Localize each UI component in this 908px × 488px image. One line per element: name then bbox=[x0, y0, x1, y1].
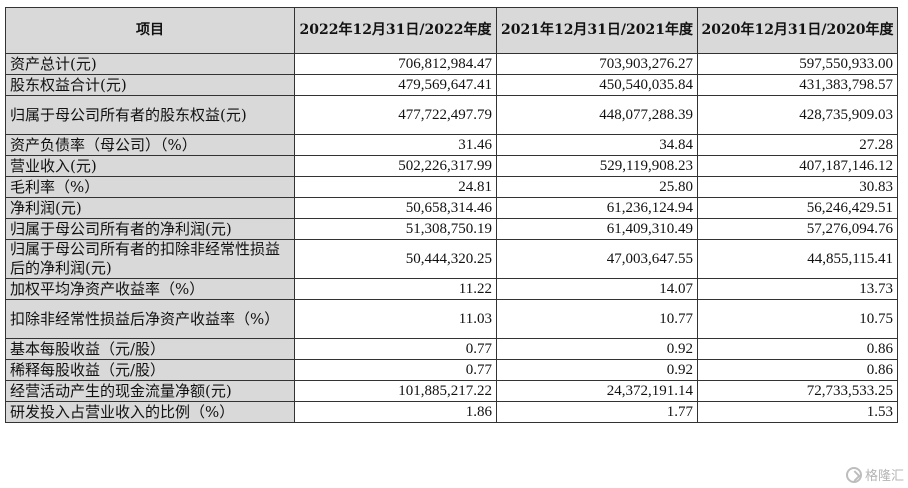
cell-2020: 30.83 bbox=[697, 176, 898, 198]
row-label: 稀释每股收益（元/股） bbox=[5, 359, 295, 381]
cell-2022: 706,812,984.47 bbox=[294, 53, 497, 75]
row-label: 资产负债率（母公司）（%） bbox=[5, 134, 295, 156]
cell-2022: 51,308,750.19 bbox=[294, 218, 497, 240]
cell-2021: 703,903,276.27 bbox=[496, 53, 698, 75]
cell-2021: 25.80 bbox=[496, 176, 698, 198]
financial-summary-table: 项目 2022年12月31日/2022年度 2021年12月31日/2021年度… bbox=[5, 7, 898, 423]
cell-2021: 61,236,124.94 bbox=[496, 197, 698, 219]
cell-2020: 431,383,798.57 bbox=[697, 74, 898, 96]
cell-2022: 50,658,314.46 bbox=[294, 197, 497, 219]
cell-2022: 0.77 bbox=[294, 359, 497, 381]
cell-2020: 10.75 bbox=[697, 299, 898, 339]
cell-2022: 1.86 bbox=[294, 401, 497, 423]
row-label: 资产总计(元) bbox=[5, 53, 295, 75]
cell-2021: 34.84 bbox=[496, 134, 698, 156]
watermark-text: 格隆汇 bbox=[864, 469, 904, 484]
cell-2021: 450,540,035.84 bbox=[496, 74, 698, 96]
cell-2020: 57,276,094.76 bbox=[697, 218, 898, 240]
cell-2020: 407,187,146.12 bbox=[697, 155, 898, 177]
cell-2020: 56,246,429.51 bbox=[697, 197, 898, 219]
cell-2021: 1.77 bbox=[496, 401, 698, 423]
cell-2022: 479,569,647.41 bbox=[294, 74, 497, 96]
cell-2021: 0.92 bbox=[496, 359, 698, 381]
column-header-2022: 2022年12月31日/2022年度 bbox=[294, 7, 497, 54]
cell-2022: 31.46 bbox=[294, 134, 497, 156]
row-label: 经营活动产生的现金流量净额(元) bbox=[5, 380, 295, 402]
cell-2021: 529,119,908.23 bbox=[496, 155, 698, 177]
watermark: 格隆汇 bbox=[845, 465, 904, 484]
table-row: 净利润(元) 50,658,314.46 61,236,124.94 56,24… bbox=[5, 197, 898, 219]
table-row: 加权平均净资产收益率（%） 11.22 14.07 13.73 bbox=[5, 278, 898, 300]
cell-2022: 11.03 bbox=[294, 299, 497, 339]
cell-2021: 448,077,288.39 bbox=[496, 95, 698, 135]
column-header-2020: 2020年12月31日/2020年度 bbox=[697, 7, 898, 54]
cell-2021: 24,372,191.14 bbox=[496, 380, 698, 402]
table-header-row: 项目 2022年12月31日/2022年度 2021年12月31日/2021年度… bbox=[5, 7, 898, 54]
table-row: 经营活动产生的现金流量净额(元) 101,885,217.22 24,372,1… bbox=[5, 380, 898, 402]
cell-2020: 72,733,533.25 bbox=[697, 380, 898, 402]
row-label: 扣除非经常性损益后净资产收益率（%） bbox=[5, 299, 295, 339]
cell-2022: 502,226,317.99 bbox=[294, 155, 497, 177]
cell-2022: 11.22 bbox=[294, 278, 497, 300]
column-header-2021: 2021年12月31日/2021年度 bbox=[496, 7, 698, 54]
cell-2022: 50,444,320.25 bbox=[294, 239, 497, 279]
table-row: 归属于母公司所有者的净利润(元) 51,308,750.19 61,409,31… bbox=[5, 218, 898, 240]
table-row: 稀释每股收益（元/股） 0.77 0.92 0.86 bbox=[5, 359, 898, 381]
row-label: 营业收入(元) bbox=[5, 155, 295, 177]
cell-2022: 24.81 bbox=[294, 176, 497, 198]
row-label: 归属于母公司所有者的净利润(元) bbox=[5, 218, 295, 240]
financial-table-container: 项目 2022年12月31日/2022年度 2021年12月31日/2021年度… bbox=[5, 7, 898, 423]
table-row: 资产负债率（母公司）（%） 31.46 34.84 27.28 bbox=[5, 134, 898, 156]
table-row: 归属于母公司所有者的扣除非经常性损益后的净利润(元) 50,444,320.25… bbox=[5, 239, 898, 279]
table-row: 资产总计(元) 706,812,984.47 703,903,276.27 59… bbox=[5, 53, 898, 75]
column-header-item: 项目 bbox=[5, 7, 295, 54]
cell-2020: 1.53 bbox=[697, 401, 898, 423]
cell-2020: 27.28 bbox=[697, 134, 898, 156]
cell-2022: 101,885,217.22 bbox=[294, 380, 497, 402]
row-label: 净利润(元) bbox=[5, 197, 295, 219]
cell-2022: 0.77 bbox=[294, 338, 497, 360]
cell-2021: 0.92 bbox=[496, 338, 698, 360]
cell-2022: 477,722,497.79 bbox=[294, 95, 497, 135]
cell-2020: 44,855,115.41 bbox=[697, 239, 898, 279]
row-label: 研发投入占营业收入的比例（%） bbox=[5, 401, 295, 423]
cell-2021: 61,409,310.49 bbox=[496, 218, 698, 240]
table-row: 基本每股收益（元/股） 0.77 0.92 0.86 bbox=[5, 338, 898, 360]
cell-2020: 13.73 bbox=[697, 278, 898, 300]
cell-2020: 597,550,933.00 bbox=[697, 53, 898, 75]
row-label: 毛利率（%） bbox=[5, 176, 295, 198]
table-row: 归属于母公司所有者的股东权益(元) 477,722,497.79 448,077… bbox=[5, 95, 898, 135]
table-row: 毛利率（%） 24.81 25.80 30.83 bbox=[5, 176, 898, 198]
table-row: 扣除非经常性损益后净资产收益率（%） 11.03 10.77 10.75 bbox=[5, 299, 898, 339]
row-label: 归属于母公司所有者的扣除非经常性损益后的净利润(元) bbox=[5, 239, 295, 279]
cell-2020: 0.86 bbox=[697, 359, 898, 381]
row-label: 加权平均净资产收益率（%） bbox=[5, 278, 295, 300]
row-label: 基本每股收益（元/股） bbox=[5, 338, 295, 360]
cell-2021: 10.77 bbox=[496, 299, 698, 339]
table-row: 营业收入(元) 502,226,317.99 529,119,908.23 40… bbox=[5, 155, 898, 177]
table-row: 研发投入占营业收入的比例（%） 1.86 1.77 1.53 bbox=[5, 401, 898, 423]
row-label: 股东权益合计(元) bbox=[5, 74, 295, 96]
cell-2021: 14.07 bbox=[496, 278, 698, 300]
cell-2021: 47,003,647.55 bbox=[496, 239, 698, 279]
table-row: 股东权益合计(元) 479,569,647.41 450,540,035.84 … bbox=[5, 74, 898, 96]
cell-2020: 428,735,909.03 bbox=[697, 95, 898, 135]
cell-2020: 0.86 bbox=[697, 338, 898, 360]
gelonghui-logo-icon bbox=[845, 466, 862, 483]
row-label: 归属于母公司所有者的股东权益(元) bbox=[5, 95, 295, 135]
